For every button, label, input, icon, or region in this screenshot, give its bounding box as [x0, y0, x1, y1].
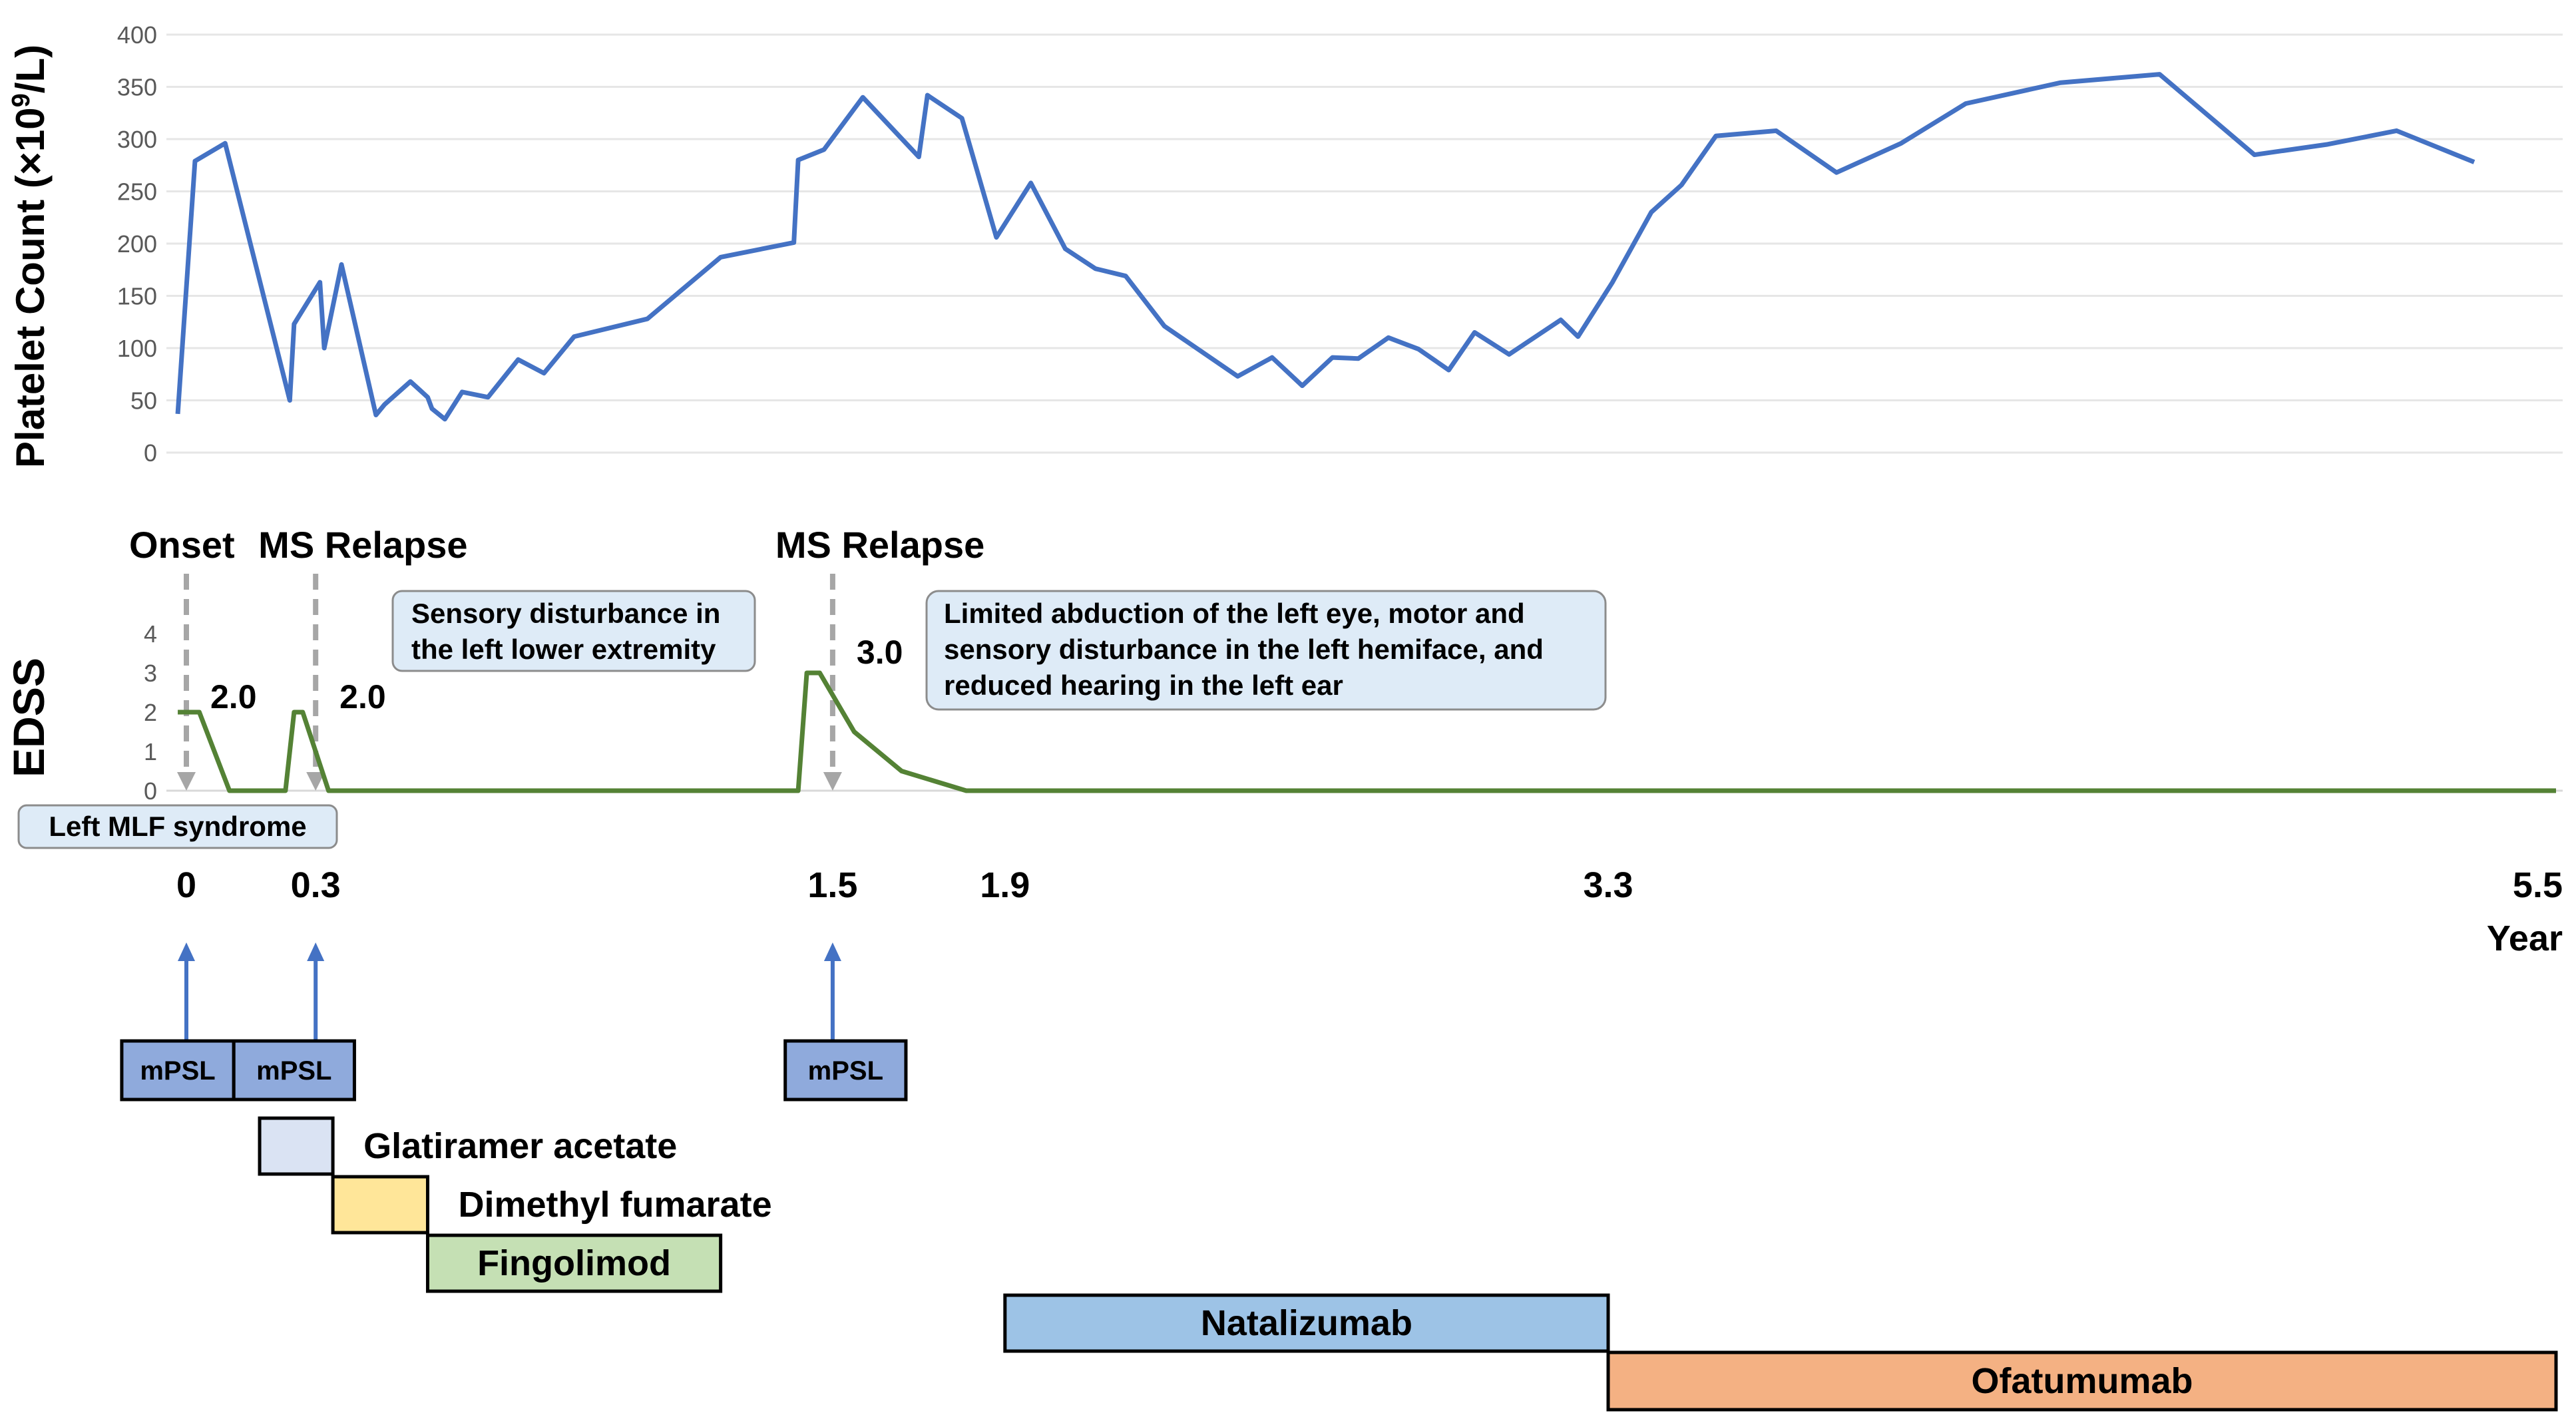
note-abduction-hemiface-hearing: Limited abduction of the left eye, motor…: [925, 590, 1607, 711]
edss-series: [178, 670, 2556, 793]
treatment-bar-label: Fingolimod: [477, 1243, 671, 1283]
event-label: MS Relapse: [258, 524, 467, 566]
edss-value-label: 3.0: [857, 634, 903, 671]
timeline-tick-label: 5.5: [2513, 865, 2563, 905]
treatment-bar: mPSL: [783, 1039, 908, 1102]
treatment-bar-label: Ofatumumab: [1971, 1361, 2193, 1401]
edss-value-labels: 2.0 2.0 3.0: [210, 634, 903, 715]
event-markers: Onset MS Relapse MS Relapse: [129, 524, 984, 791]
event-arrowhead: [177, 772, 196, 791]
treatment-bar-rect: [232, 1039, 356, 1102]
platelet-line: [175, 72, 2475, 422]
platelet-y-tick-label: 350: [117, 74, 157, 101]
edss-y-tick-label: 2: [144, 699, 157, 726]
timeline-tick-label: 3.3: [1583, 865, 1633, 905]
treatment-bar: Ofatumumab: [1606, 1350, 2558, 1412]
treatment-bar-label: mPSL: [140, 1056, 215, 1086]
platelet-y-ticks: 0 50 100 150 200 250 300 350 400: [117, 21, 157, 467]
edss-y-tick-label: 3: [144, 660, 157, 687]
platelet-y-tick-label: 400: [117, 21, 157, 49]
treatment-bar-label: mPSL: [808, 1056, 883, 1086]
edss-y-tick-label: 1: [144, 738, 157, 765]
treatment-bar-rect: [331, 1175, 429, 1235]
mpsl-arrowhead: [823, 942, 841, 961]
treatment-bar-label: Dimethyl fumarate: [458, 1185, 771, 1225]
note-left-mlf: Left MLF syndrome: [17, 804, 338, 849]
event-label: Onset: [129, 524, 235, 566]
mpsl-arrowhead: [178, 942, 195, 961]
timeline-tick-label: 0.3: [291, 865, 341, 905]
mpsl-arrowhead: [307, 942, 325, 961]
edss-y-tick-label: 4: [144, 620, 157, 648]
treatment-bar: mPSL: [120, 1039, 236, 1102]
svg-text:reduced hearing in the left ea: reduced hearing in the left ear: [944, 670, 1343, 701]
svg-text:the left lower extremity: the left lower extremity: [411, 634, 716, 665]
treatment-bar-rect: [1606, 1350, 2558, 1412]
platelet-y-axis-label: Platelet Count (×109/L): [7, 45, 53, 468]
edss-y-axis-label: EDSS: [4, 658, 53, 777]
treatment-bar-rect: [1003, 1293, 1610, 1353]
svg-text:Limited abduction of the left: Limited abduction of the left eye, motor…: [944, 598, 1525, 629]
event-arrowhead: [823, 772, 842, 791]
timeline-tick-label: 1.5: [807, 865, 857, 905]
platelet-gridlines: [166, 33, 2563, 454]
svg-text:sensory disturbance in the lef: sensory disturbance in the left hemiface…: [944, 634, 1544, 665]
platelet-y-tick-label: 100: [117, 335, 157, 362]
platelet-y-tick-label: 250: [117, 178, 157, 206]
treatment-bar-label: Glatiramer acetate: [363, 1126, 677, 1166]
treatment-bar: mPSL: [232, 1039, 356, 1102]
treatment-bar: Natalizumab: [1003, 1293, 1610, 1353]
timeline-tick-label: 0: [176, 865, 196, 905]
edss-value-label: 2.0: [210, 678, 257, 715]
mpsl-arrows: [178, 942, 841, 1042]
event-arrowhead: [306, 772, 325, 791]
treatment-bar-label: mPSL: [256, 1056, 331, 1086]
platelet-series: [175, 72, 2475, 422]
treatment-bar-label: Natalizumab: [1201, 1303, 1412, 1343]
timeline-axis: 0 0.3 1.5 1.9 3.3 5.5: [176, 865, 2563, 905]
platelet-y-tick-label: 150: [117, 283, 157, 310]
platelet-y-tick-label: 50: [130, 387, 157, 415]
timeline-unit-label: Year: [2487, 918, 2563, 958]
treatment-bar: Glatiramer acetate: [258, 1116, 677, 1176]
treatment-bar: Fingolimod: [425, 1233, 723, 1293]
treatment-bars: mPSL mPSL mPSL Glatiramer acetate Dimethyl f…: [120, 1039, 2558, 1412]
svg-text:Sensory disturbance in: Sensory disturbance in: [411, 598, 720, 629]
edss-y-ticks: 0 1 2 3 4: [144, 620, 157, 805]
svg-text:Left MLF syndrome: Left MLF syndrome: [49, 811, 306, 842]
edss-line: [178, 670, 2556, 793]
note-sensory-lower-extremity: Sensory disturbance in the left lower ex…: [391, 590, 756, 672]
event-label: MS Relapse: [775, 524, 984, 566]
edss-y-tick-label: 0: [144, 777, 157, 805]
treatment-bar-rect: [258, 1116, 335, 1176]
platelet-y-tick-label: 300: [117, 126, 157, 153]
platelet-y-tick-label: 200: [117, 230, 157, 258]
platelet-y-tick-label: 0: [144, 439, 157, 467]
treatment-bar-rect: [783, 1039, 908, 1102]
treatment-bar-rect: [425, 1233, 723, 1293]
edss-value-label: 2.0: [339, 678, 386, 715]
treatment-bar: Dimethyl fumarate: [331, 1175, 772, 1235]
timeline-tick-label: 1.9: [980, 865, 1030, 905]
